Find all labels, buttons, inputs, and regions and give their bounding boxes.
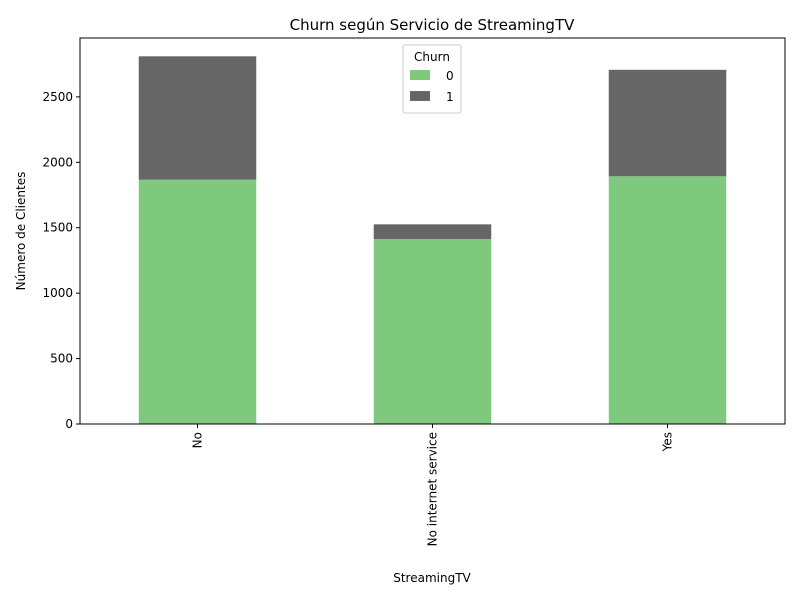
bar-no-internet-service-churn-1 [373, 224, 492, 240]
y-tick-label: 1500 [42, 221, 73, 235]
legend-swatch-churn-0 [410, 70, 430, 80]
bar-no-internet-service-churn-0 [373, 239, 492, 424]
bar-yes-churn-1 [608, 69, 727, 177]
bar-no-churn-1 [138, 56, 257, 180]
x-tick-label: No internet service [426, 432, 440, 546]
y-tick-label: 2000 [42, 155, 73, 169]
y-tick-label: 0 [65, 417, 73, 431]
chart-title: Churn según Servicio de StreamingTV [290, 16, 575, 34]
x-axis-label: StreamingTV [393, 571, 471, 585]
legend-items: 01 [410, 69, 454, 104]
y-axis: 0 500 1000 1500 2000 2500 [42, 90, 80, 431]
legend-label-churn-1: 1 [446, 90, 454, 104]
legend-swatch-churn-1 [410, 91, 430, 101]
y-axis-label: Número de Clientes [14, 172, 28, 291]
x-tick-label: Yes [661, 432, 675, 452]
y-tick-label: 1000 [42, 286, 73, 300]
x-axis: No No internet service Yes [191, 424, 675, 546]
legend: Churn 01 [402, 44, 462, 114]
legend-title: Churn [414, 50, 450, 64]
legend-label-churn-0: 0 [446, 69, 454, 83]
bars-layer [138, 56, 727, 424]
x-tick-label: No [191, 432, 205, 448]
bar-no-churn-0 [138, 179, 257, 424]
bar-yes-churn-0 [608, 176, 727, 424]
y-tick-label: 2500 [42, 90, 73, 104]
y-tick-label: 500 [50, 352, 73, 366]
